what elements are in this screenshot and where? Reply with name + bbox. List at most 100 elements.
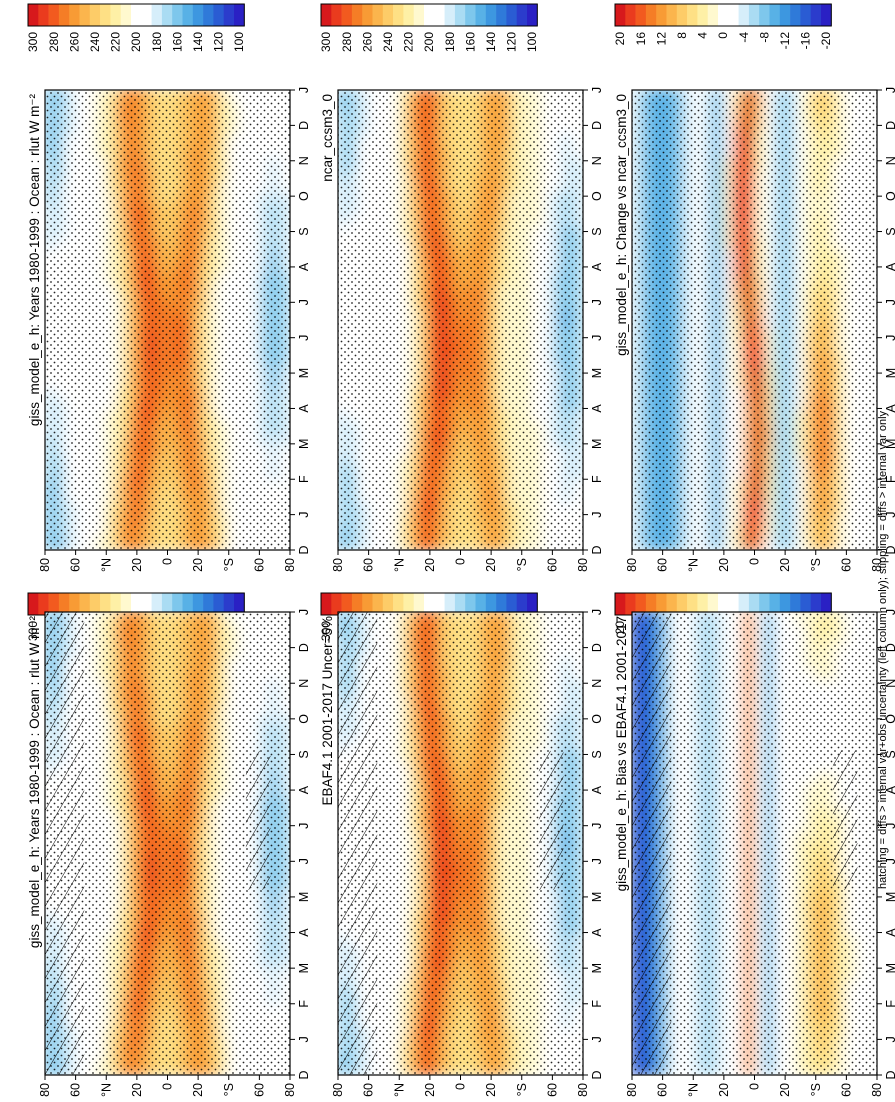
lat-tick-label: 80 [283,558,297,572]
colorbar-swatch [454,4,466,26]
colorbar-swatch [151,4,163,26]
month-tick-label: O [297,714,311,724]
colorbar-swatch [527,4,538,26]
colorbar-swatch [779,593,791,615]
colorbar-swatch [372,4,384,26]
colorbar-swatch [38,4,49,26]
colorbar-swatch [516,4,528,26]
hatch-overlay [538,750,564,890]
colorbar-tick-label: 240 [88,32,102,52]
colorbar-swatch [110,593,121,615]
colorbar-swatch [759,593,770,615]
colorbar-swatch [403,4,414,26]
colorbar-swatch [203,4,214,26]
colorbar-swatch [656,593,667,615]
lat-tick-label: 80 [38,1083,52,1097]
hatch-overlay [338,612,378,1075]
month-tick-label: J [884,1036,895,1042]
colorbar-2: 300 280 260 240 220 200 180 160 140 120 100 [319,3,539,52]
month-tick-label: O [590,714,604,724]
colorbar-swatch [615,4,626,26]
lat-tick-label: 80 [331,1083,345,1097]
lat-tick-label: 80 [283,1083,297,1097]
colorbar-swatch [48,4,60,26]
panel-bias: giss_model_e_h: Bias vs EBAF4.1 2001-201… [614,609,895,1097]
lat-tick-label: 60 [545,1083,559,1097]
colorbar-swatch [645,4,657,26]
month-tick-label: S [297,750,311,758]
colorbar-swatch [110,4,121,26]
hatch-overlay [632,612,672,1075]
colorbar-swatch [362,593,373,615]
colorbar-swatch [141,4,152,26]
lat-tick-label: 20 [130,558,144,572]
lat-tick-label: 20 [778,1083,792,1097]
hatch-overlay [832,750,858,890]
colorbar-swatch [79,4,91,26]
month-tick-label: J [590,1036,604,1042]
lat-tick-label: 20 [484,1083,498,1097]
colorbar-swatch [656,4,667,26]
lat-tick-label: °S [515,1083,529,1096]
colorbar-swatch [748,593,760,615]
colorbar-swatch [707,4,719,26]
colorbar-swatch [79,593,91,615]
colorbar-tick-label: 0 [716,32,730,39]
colorbar-swatch [182,593,194,615]
month-tick-label: J [297,511,311,517]
lat-tick-label: 20 [423,1083,437,1097]
lat-tick-label: 80 [625,1083,639,1097]
colorbar-swatch [120,593,132,615]
colorbar-swatch [454,593,466,615]
month-tick-label: J [297,87,311,93]
colorbar-swatch [465,593,476,615]
month-tick-label: O [884,714,895,724]
colorbar-swatch [506,4,517,26]
colorbar-swatch [738,593,750,615]
colorbar-swatch [475,593,487,615]
colorbar-swatch [527,593,538,615]
colorbar-swatch [172,4,183,26]
lat-tick-label: 80 [870,1083,884,1097]
lat-tick-label: °S [222,558,236,571]
lat-tick-label: 20 [191,558,205,572]
lat-tick-label: 0 [161,558,175,565]
lat-tick-label: 20 [717,1083,731,1097]
colorbar-swatch [182,4,194,26]
colorbar-swatch [779,4,791,26]
colorbar-swatch [382,4,394,26]
lat-tick-label: 20 [191,1083,205,1097]
colorbar-swatch [413,593,425,615]
colorbar-tick-label: 220 [402,32,416,52]
colorbar-tick-label: 120 [505,32,519,52]
footnote: hatching = diffs > internal var+obs unce… [877,410,889,889]
colorbar-swatch [810,4,822,26]
lat-tick-label: 60 [362,1083,376,1097]
colorbar-tick-label: -4 [737,32,751,43]
colorbar-tick-label: 180 [150,32,164,52]
month-tick-label: F [590,1000,604,1008]
colorbar-tick-label: 260 [67,32,81,52]
lat-tick-label: °N [99,558,113,572]
colorbar-swatch [131,4,142,26]
colorbar-swatch [372,593,384,615]
lat-tick-label: 80 [576,1083,590,1097]
colorbar-swatch [192,593,204,615]
panel-title: giss_model_e_h: Bias vs EBAF4.1 2001-201… [614,616,629,891]
colorbar-tick-label: 280 [340,32,354,52]
month-tick-label: J [297,335,311,341]
colorbar-swatch [810,593,822,615]
colorbar-swatch [69,4,80,26]
lat-tick-label: °N [99,1083,113,1097]
colorbar-swatch [321,4,332,26]
month-tick-label: A [884,785,895,794]
colorbar-swatch [69,593,80,615]
colorbar-swatch [131,593,142,615]
colorbar-swatch [38,593,49,615]
colorbar-tick-label: -16 [799,32,813,50]
colorbar-swatch [728,4,739,26]
month-tick-label: M [590,963,604,973]
month-tick-label: N [884,679,895,688]
colorbar-swatch [321,593,332,615]
